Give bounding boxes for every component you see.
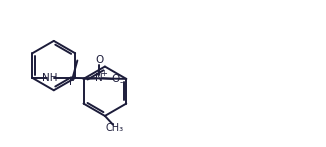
Text: O: O xyxy=(95,55,103,65)
Text: -: - xyxy=(119,78,123,87)
Text: F: F xyxy=(69,77,75,87)
Text: O: O xyxy=(112,74,120,84)
Text: NH: NH xyxy=(42,73,58,83)
Text: CH₃: CH₃ xyxy=(105,123,124,133)
Text: +: + xyxy=(100,69,107,78)
Text: N: N xyxy=(96,73,103,83)
